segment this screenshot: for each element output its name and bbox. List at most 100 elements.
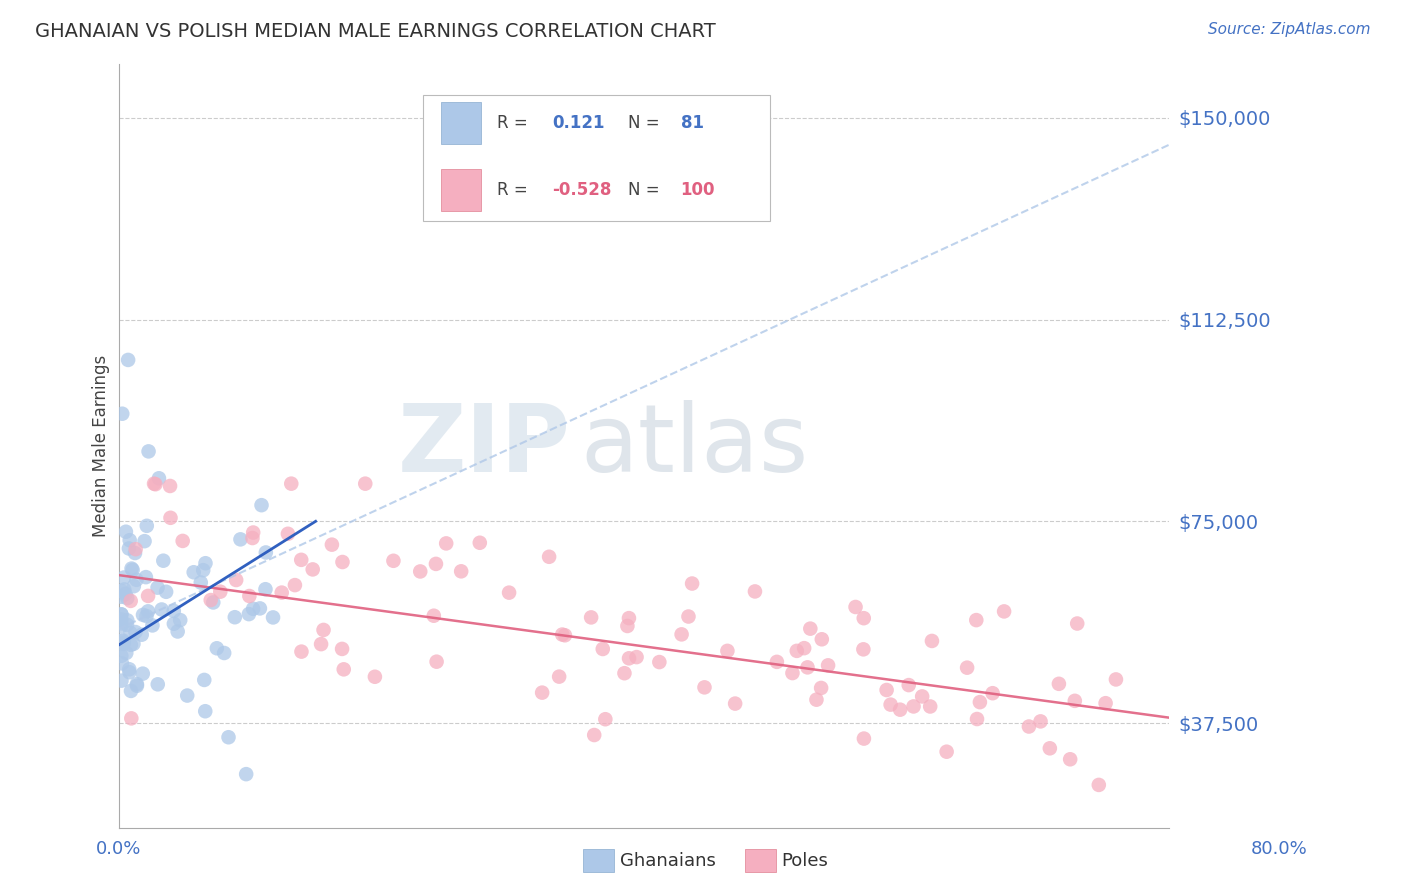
Point xyxy=(1105,673,1128,687)
Point xyxy=(114,587,136,601)
Point xyxy=(122,579,145,593)
Point xyxy=(364,670,387,684)
FancyBboxPatch shape xyxy=(441,169,481,211)
Point xyxy=(115,524,138,539)
Point xyxy=(981,686,1004,700)
Point xyxy=(648,655,671,669)
Point xyxy=(793,641,815,656)
Point xyxy=(354,476,377,491)
Point xyxy=(242,602,264,616)
Point xyxy=(112,582,135,597)
Text: Source: ZipAtlas.com: Source: ZipAtlas.com xyxy=(1208,22,1371,37)
Point xyxy=(155,584,177,599)
Point xyxy=(125,677,148,691)
Point xyxy=(120,711,142,725)
Point xyxy=(131,628,153,642)
Point xyxy=(766,655,789,669)
Point xyxy=(166,624,188,639)
Point xyxy=(468,535,491,549)
Point xyxy=(159,510,181,524)
Point xyxy=(193,563,215,577)
Point xyxy=(921,634,943,648)
Point xyxy=(876,683,898,698)
Point xyxy=(613,666,636,681)
Point xyxy=(118,665,141,680)
Point xyxy=(224,610,246,624)
Point xyxy=(681,576,703,591)
Point xyxy=(671,627,693,641)
Point xyxy=(724,697,747,711)
Point xyxy=(194,704,217,718)
Point xyxy=(425,557,447,571)
Text: atlas: atlas xyxy=(581,400,808,492)
Text: N =: N = xyxy=(628,114,659,132)
Point xyxy=(159,479,181,493)
Point xyxy=(124,546,146,560)
Text: R =: R = xyxy=(496,181,527,199)
Point xyxy=(284,578,307,592)
Point xyxy=(115,646,138,660)
Point xyxy=(242,525,264,540)
Point xyxy=(117,353,139,368)
Y-axis label: Median Male Earnings: Median Male Earnings xyxy=(93,355,110,537)
Point xyxy=(262,610,284,624)
Point xyxy=(200,593,222,607)
Point xyxy=(693,681,716,695)
Point xyxy=(879,698,901,712)
Point xyxy=(426,655,449,669)
Point xyxy=(280,476,302,491)
Point xyxy=(190,575,212,590)
Point xyxy=(956,661,979,675)
Point xyxy=(678,609,700,624)
Point xyxy=(229,533,252,547)
Point xyxy=(1063,694,1085,708)
Point xyxy=(254,545,277,559)
Point xyxy=(1029,714,1052,729)
Point xyxy=(852,611,875,625)
Point xyxy=(135,570,157,584)
Point xyxy=(935,745,957,759)
Point xyxy=(163,604,186,618)
Point xyxy=(554,628,576,642)
Point xyxy=(965,613,987,627)
Point xyxy=(993,604,1015,618)
Point xyxy=(143,476,166,491)
Point xyxy=(277,526,299,541)
Point xyxy=(744,584,766,599)
Text: R =: R = xyxy=(496,114,527,132)
Point xyxy=(118,541,141,556)
Point xyxy=(145,477,167,491)
Point xyxy=(110,619,132,633)
Text: GHANAIAN VS POLISH MEDIAN MALE EARNINGS CORRELATION CHART: GHANAIAN VS POLISH MEDIAN MALE EARNINGS … xyxy=(35,22,716,41)
Point xyxy=(250,498,273,512)
Point xyxy=(124,542,146,557)
Point xyxy=(889,703,911,717)
Text: 80.0%: 80.0% xyxy=(1251,840,1308,858)
Point xyxy=(242,531,264,545)
Point xyxy=(290,645,312,659)
Text: Poles: Poles xyxy=(782,852,828,870)
Point xyxy=(290,553,312,567)
Point xyxy=(330,641,353,656)
Point xyxy=(235,767,257,781)
Point xyxy=(817,658,839,673)
Point xyxy=(897,678,920,692)
Point xyxy=(538,549,561,564)
Point xyxy=(1088,778,1111,792)
Point xyxy=(309,637,332,651)
Point xyxy=(124,625,146,640)
Point xyxy=(110,590,132,604)
Point xyxy=(110,607,132,622)
Point xyxy=(966,712,988,726)
Point xyxy=(225,573,247,587)
Point xyxy=(382,554,405,568)
Point xyxy=(136,604,159,618)
Point xyxy=(110,616,132,631)
Point xyxy=(716,644,738,658)
Point xyxy=(169,613,191,627)
Point xyxy=(183,566,205,580)
Point xyxy=(450,564,472,578)
Point xyxy=(249,601,271,615)
Point xyxy=(579,610,602,624)
Point xyxy=(212,646,235,660)
